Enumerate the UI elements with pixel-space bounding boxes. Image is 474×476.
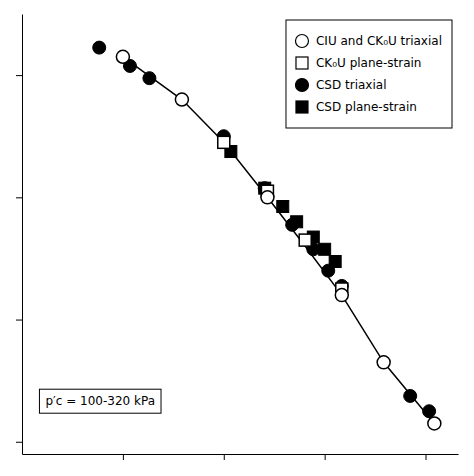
point	[322, 264, 335, 277]
y-tick	[16, 197, 22, 198]
legend-label: CSD triaxial	[316, 78, 387, 92]
point	[116, 50, 129, 63]
line	[123, 57, 434, 424]
y-tick-mark	[16, 320, 22, 321]
x-tick-mark	[426, 454, 427, 460]
plot: p′c = 100-320 kPa CIU and CK₀U triaxial CK…	[16, 15, 459, 461]
point	[218, 136, 230, 148]
point-series	[218, 136, 348, 295]
y-tick	[16, 442, 22, 443]
y-axis	[16, 15, 23, 455]
x-tick	[224, 454, 225, 460]
point	[423, 405, 436, 418]
x-tick	[325, 454, 326, 460]
x-axis	[23, 454, 459, 460]
legend-label: CSD plane-strain	[316, 100, 417, 114]
point	[143, 72, 156, 85]
marks	[93, 41, 441, 430]
legend: CIU and CK₀U triaxial CK₀U plane-strain CS…	[286, 20, 452, 128]
x-tick-mark	[123, 454, 124, 460]
x-tick-mark	[325, 454, 326, 460]
point	[319, 243, 331, 255]
legend-symbol	[295, 35, 308, 48]
point	[335, 289, 348, 302]
legend-label: CK₀U plane-strain	[316, 56, 421, 70]
x-tick-mark	[224, 454, 225, 460]
y-tick-mark	[16, 197, 22, 198]
legend-label: CIU and CK₀U triaxial	[316, 34, 442, 48]
annotation: p′c = 100-320 kPa	[39, 389, 161, 413]
point	[404, 389, 417, 402]
chart: p′c = 100-320 kPa CIU and CK₀U triaxial CK…	[0, 0, 474, 476]
point	[175, 93, 188, 106]
y-tick	[16, 320, 22, 321]
x-axis-line	[23, 454, 459, 455]
point-series	[116, 50, 440, 430]
point	[299, 234, 311, 246]
point	[377, 356, 390, 369]
legend-symbol	[295, 79, 308, 92]
annotation-box	[39, 389, 161, 413]
annotation-text: p′c = 100-320 kPa	[45, 394, 155, 408]
point-series	[225, 146, 341, 268]
y-tick	[16, 75, 22, 76]
legend-box	[286, 20, 452, 128]
y-axis-line	[22, 15, 23, 455]
point	[286, 218, 299, 231]
legend-symbol	[296, 57, 308, 69]
y-tick-mark	[16, 75, 22, 76]
point	[277, 201, 289, 213]
point	[428, 417, 441, 430]
legend-symbol	[296, 101, 308, 113]
x-tick	[123, 454, 124, 460]
point	[261, 191, 274, 204]
x-tick	[426, 454, 427, 460]
y-tick-mark	[16, 442, 22, 443]
point	[93, 41, 106, 54]
